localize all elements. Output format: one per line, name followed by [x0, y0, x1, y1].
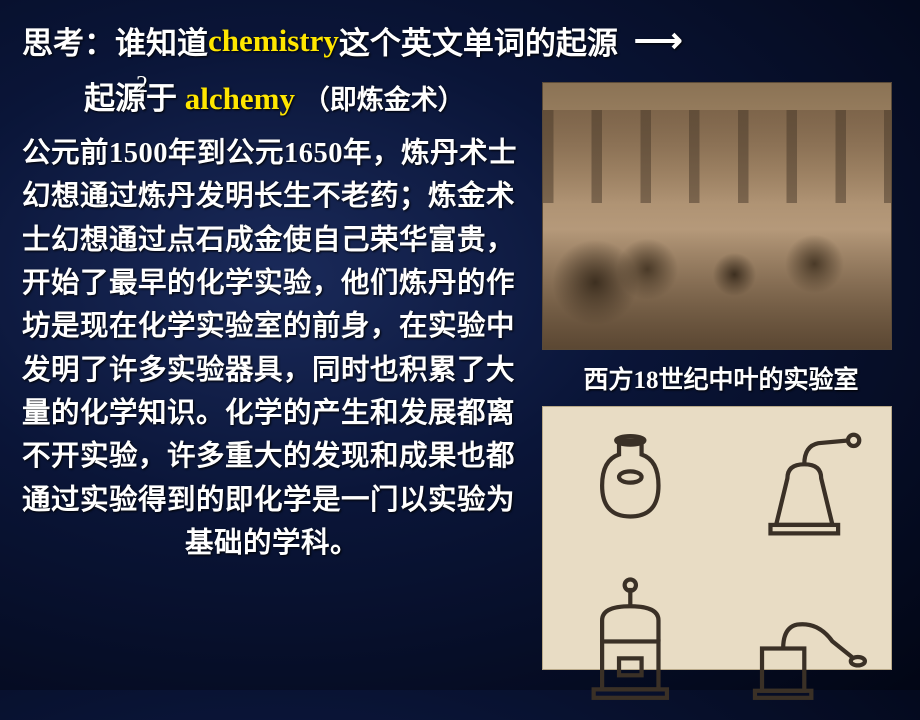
body-last-line: 基础的学科。 [22, 522, 522, 565]
title-row: 思考：谁知道 chemistry 这个英文单词的起源 ⟶ [22, 18, 900, 63]
apparatus-retort-icon [717, 564, 891, 720]
body-main: 公元前1500年到公元1650年，炼丹术士幻想通过炼丹发明长生不老药；炼金术士幻… [22, 138, 517, 516]
right-column: 西方18世纪中叶的实验室 [542, 82, 900, 670]
image-caption: 西方18世纪中叶的实验室 [542, 360, 900, 396]
apparatus-vessel-icon [543, 407, 717, 564]
subtitle-prefix: 起源于 [84, 81, 177, 116]
title-prefix: 思考：谁知道 [22, 18, 208, 63]
title-suffix: 这个英文单词的起源 [339, 18, 618, 63]
content-area: 公元前1500年到公元1650年，炼丹术士幻想通过炼丹发明长生不老药；炼金术士幻… [22, 132, 900, 670]
subtitle-highlight: alchemy [185, 81, 295, 116]
slide: 思考：谁知道 chemistry 这个英文单词的起源 ⟶ 2 起源于 alche… [0, 0, 920, 690]
subtitle-paren: （即炼金术） [303, 85, 465, 115]
title-highlight: chemistry [208, 23, 339, 59]
apparatus-furnace-icon [543, 564, 717, 720]
body-text: 公元前1500年到公元1650年，炼丹术士幻想通过炼丹发明长生不老药；炼金术士幻… [22, 132, 522, 670]
page-number: 2 [136, 72, 148, 99]
apparatus-still-icon [717, 407, 891, 564]
lab-engraving-image [542, 82, 892, 350]
arrow-icon: ⟶ [634, 21, 683, 61]
apparatus-grid-image [542, 406, 892, 670]
